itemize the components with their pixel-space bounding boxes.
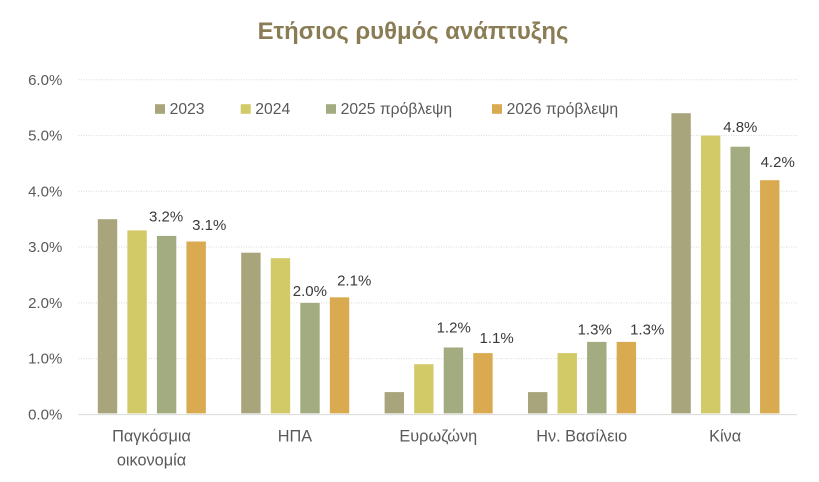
- svg-text:Ευρωζώνη: Ευρωζώνη: [399, 427, 477, 445]
- svg-text:Κίνα: Κίνα: [709, 427, 741, 445]
- svg-text:2024: 2024: [255, 101, 290, 118]
- svg-text:2.0%: 2.0%: [293, 283, 327, 300]
- svg-text:1.1%: 1.1%: [479, 330, 513, 347]
- svg-text:2.0%: 2.0%: [28, 295, 62, 312]
- svg-text:6.0%: 6.0%: [28, 72, 62, 89]
- svg-text:1.3%: 1.3%: [630, 322, 664, 339]
- svg-text:3.1%: 3.1%: [192, 217, 226, 234]
- svg-text:2023: 2023: [170, 101, 205, 118]
- svg-text:3.0%: 3.0%: [28, 239, 62, 256]
- svg-text:Ετήσιος ρυθμός ανάπτυξης: Ετήσιος ρυθμός ανάπτυξης: [258, 18, 569, 45]
- svg-text:1.2%: 1.2%: [437, 320, 471, 337]
- svg-text:2026 πρόβλεψη: 2026 πρόβλεψη: [507, 101, 618, 118]
- svg-text:5.0%: 5.0%: [28, 128, 62, 145]
- svg-text:0.0%: 0.0%: [28, 406, 62, 423]
- svg-text:1.0%: 1.0%: [28, 351, 62, 368]
- svg-text:4.8%: 4.8%: [723, 119, 757, 136]
- svg-text:3.2%: 3.2%: [149, 208, 183, 225]
- svg-text:οικονομία: οικονομία: [117, 452, 186, 470]
- svg-text:4.2%: 4.2%: [761, 154, 795, 171]
- svg-text:2.1%: 2.1%: [337, 272, 371, 289]
- svg-text:1.3%: 1.3%: [578, 322, 612, 339]
- svg-text:2025 πρόβλεψη: 2025 πρόβλεψη: [341, 101, 453, 118]
- svg-text:Ην. Βασίλειο: Ην. Βασίλειο: [536, 427, 627, 445]
- svg-text:ΗΠΑ: ΗΠΑ: [278, 427, 313, 445]
- svg-text:4.0%: 4.0%: [28, 183, 62, 200]
- svg-text:Παγκόσμια: Παγκόσμια: [112, 427, 191, 445]
